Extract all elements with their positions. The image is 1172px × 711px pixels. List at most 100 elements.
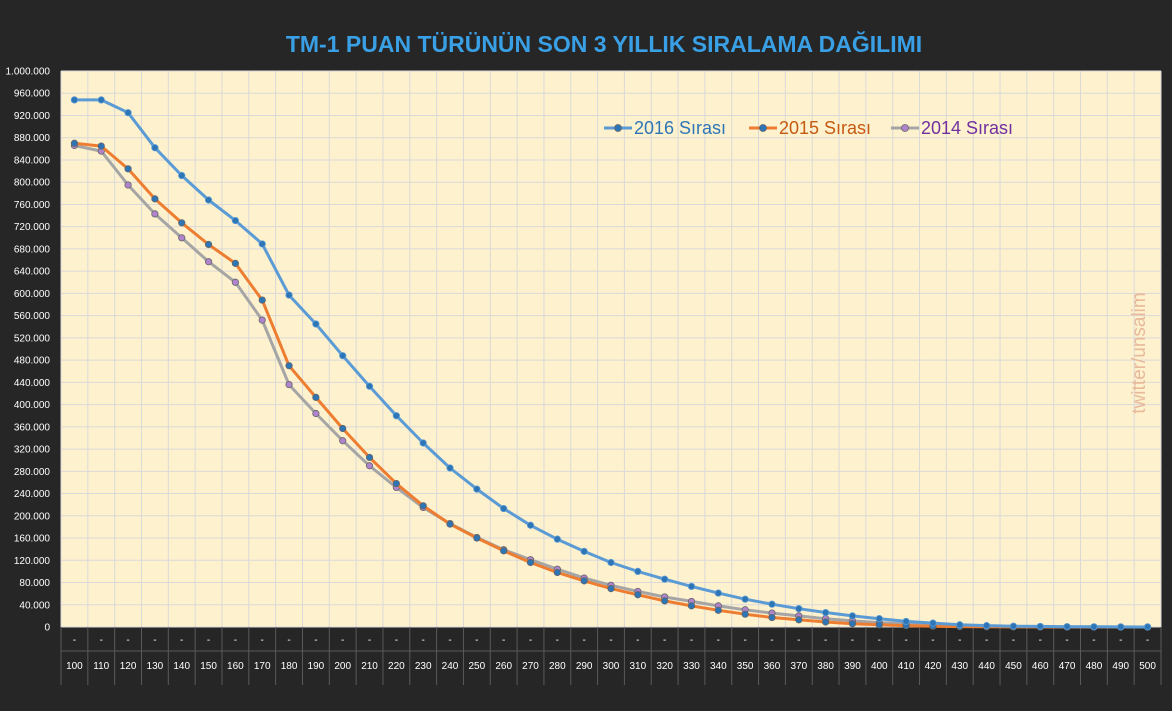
x-tick-label: 160 — [227, 661, 244, 672]
x-placeholder-label: - — [851, 635, 854, 646]
data-point — [70, 139, 79, 147]
data-point — [97, 142, 105, 150]
x-tick-label: 370 — [790, 661, 807, 672]
data-point — [607, 585, 615, 593]
x-tick-label: 500 — [1139, 661, 1156, 672]
x-placeholder-label: - — [904, 635, 907, 646]
data-point — [204, 240, 213, 249]
x-tick-label: 490 — [1112, 661, 1129, 672]
x-placeholder-label: - — [529, 635, 532, 646]
plot-area — [61, 71, 1161, 627]
x-placeholder-label: - — [395, 635, 398, 646]
data-point — [151, 195, 159, 203]
y-tick-label: 360.000 — [14, 422, 51, 433]
x-tick-label: 360 — [764, 661, 781, 672]
data-point — [285, 362, 293, 370]
data-point — [1117, 623, 1125, 631]
data-point — [822, 618, 830, 626]
x-tick-label: 290 — [576, 661, 593, 672]
x-placeholder-label: - — [261, 635, 264, 646]
data-point — [365, 462, 374, 470]
data-point — [258, 296, 266, 304]
data-point — [446, 520, 454, 528]
data-point — [822, 608, 830, 617]
data-point — [204, 196, 213, 204]
x-tick-label: 470 — [1059, 661, 1076, 672]
y-tick-label: 960.000 — [14, 89, 51, 100]
x-placeholder-label: - — [770, 635, 773, 646]
data-point — [231, 259, 239, 267]
data-point — [258, 316, 266, 324]
x-tick-label: 220 — [388, 661, 405, 672]
data-point — [553, 568, 561, 577]
chart-title: TM-1 PUAN TÜRÜNÜN SON 3 YILLIK SIRALAMA … — [286, 30, 922, 57]
x-tick-label: 270 — [522, 661, 539, 672]
x-tick-label: 400 — [871, 661, 888, 672]
x-placeholder-label: - — [636, 635, 639, 646]
x-placeholder-label: - — [234, 635, 237, 646]
data-point — [473, 534, 481, 542]
x-placeholder-label: - — [878, 635, 881, 646]
data-point — [714, 606, 722, 614]
data-point — [795, 616, 803, 624]
x-placeholder-label: - — [448, 635, 451, 646]
data-point — [526, 558, 535, 567]
x-tick-label: 140 — [173, 661, 190, 672]
data-point — [124, 165, 132, 173]
data-point — [392, 412, 400, 420]
data-point — [178, 234, 186, 242]
data-point — [929, 619, 937, 627]
legend-entry: 2016 Sırası — [604, 118, 726, 138]
x-placeholder-label: - — [1039, 635, 1042, 646]
x-placeholder-label: - — [1119, 635, 1122, 646]
x-tick-label: 210 — [361, 661, 378, 672]
legend-swatch-marker — [614, 124, 622, 132]
data-point — [500, 547, 508, 555]
y-tick-label: 1.000.000 — [6, 67, 51, 78]
y-tick-label: 200.000 — [14, 511, 51, 522]
data-point — [661, 575, 669, 583]
x-tick-label: 110 — [93, 661, 109, 672]
y-tick-label: 480.000 — [14, 356, 51, 367]
data-point — [446, 464, 454, 472]
x-placeholder-label: - — [341, 635, 344, 646]
data-point — [795, 605, 803, 613]
data-point — [339, 352, 347, 360]
y-tick-label: 560.000 — [14, 311, 51, 322]
y-tick-label: 640.000 — [14, 267, 51, 278]
data-point — [902, 617, 910, 626]
data-point — [848, 612, 857, 620]
data-point — [178, 171, 186, 180]
data-point — [1009, 622, 1018, 630]
x-placeholder-label: - — [663, 635, 666, 646]
x-tick-label: 410 — [898, 661, 915, 672]
y-tick-label: 720.000 — [14, 222, 51, 233]
y-tick-label: 680.000 — [14, 244, 51, 255]
series-lines — [70, 96, 1152, 631]
data-point — [553, 535, 561, 543]
data-point — [70, 96, 79, 104]
x-tick-label: 150 — [200, 661, 217, 672]
x-placeholder-label: - — [314, 635, 317, 646]
data-point — [258, 240, 266, 248]
data-point — [312, 409, 320, 418]
x-placeholder-label: - — [1065, 635, 1068, 646]
y-tick-label: 840.000 — [14, 155, 51, 166]
data-point — [365, 382, 374, 390]
x-tick-label: 190 — [308, 661, 325, 672]
x-placeholder-label: - — [1146, 635, 1149, 646]
x-placeholder-label: - — [743, 635, 746, 646]
data-point — [768, 600, 776, 608]
legend-swatch-marker — [759, 124, 767, 132]
x-axis: - 100 - 110 - 120 - 130 - 140 - 150 - 160 - 170 - 180 - 190… — [60, 627, 1162, 685]
y-axis: 0 40.000 80.000 120.000 160.000 200.000 240.00… — [6, 67, 51, 634]
data-point — [687, 582, 696, 591]
data-point — [1090, 623, 1098, 631]
x-tick-label: 440 — [978, 661, 995, 672]
legend-label: 2014 Sırası — [921, 118, 1013, 138]
data-point — [124, 181, 132, 189]
data-point — [580, 577, 588, 585]
data-point — [848, 620, 857, 628]
x-placeholder-label: - — [207, 635, 210, 646]
x-tick-label: 250 — [469, 661, 486, 672]
